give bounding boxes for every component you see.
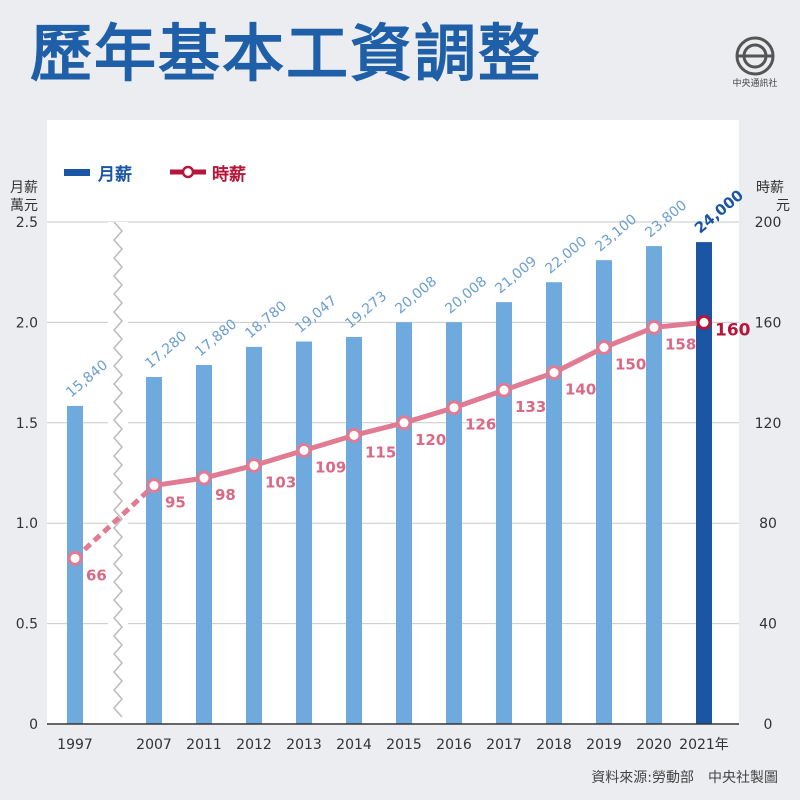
- line-value-label: 66: [86, 566, 107, 584]
- line-value-label: 140: [565, 381, 596, 399]
- line-point: [646, 319, 662, 335]
- bar-value-label: 20,008: [392, 274, 440, 318]
- x-tick-label: 2015: [386, 737, 422, 753]
- line-point: [446, 400, 462, 416]
- x-tick-label: 2011: [186, 737, 222, 753]
- line-point: [67, 550, 83, 566]
- bar: [246, 346, 262, 724]
- axes: 月薪 萬元 時薪 元 0 0.5 1.0 1.5 2.0 2.5 0 40 80 120 160 20…: [10, 180, 790, 753]
- bar: [546, 282, 562, 724]
- x-tick-label: 2014: [336, 737, 372, 753]
- left-tick-label: 2.5: [16, 215, 38, 231]
- x-tick-label: 2007: [136, 737, 172, 753]
- line-value-label: 95: [165, 494, 186, 512]
- x-tick-label: 2020: [636, 737, 672, 753]
- left-axis-label-line1: 月薪: [10, 180, 38, 196]
- source-note: 資料來源:勞動部 中央社製圖: [591, 770, 778, 786]
- bar: [346, 336, 362, 724]
- bar-value-label: 15,840: [63, 357, 111, 401]
- legend-bar-swatch: [64, 169, 90, 176]
- right-tick-label: 160: [755, 315, 782, 331]
- cna-logo-icon: [735, 36, 775, 76]
- grid: [47, 221, 739, 625]
- x-tick-label: 2021年: [679, 737, 729, 753]
- bar: [196, 364, 212, 724]
- line-segment-dashed: [73, 483, 156, 561]
- bar: [646, 246, 662, 724]
- left-tick-label: 0.5: [16, 617, 38, 633]
- bar-value-label: 23,800: [642, 197, 690, 241]
- axis-break-wave: [112, 221, 124, 718]
- x-tick-label: 2012: [236, 737, 272, 753]
- bar-series: [67, 242, 712, 724]
- line-point: [146, 478, 162, 494]
- x-tick-label: 2017: [486, 737, 522, 753]
- bar-value-label: 21,009: [492, 253, 540, 297]
- bar: [296, 341, 312, 724]
- bar: [496, 302, 512, 724]
- right-tick-label: 120: [755, 416, 782, 432]
- bar-value-label: 19,273: [342, 288, 390, 332]
- line-point: [346, 427, 362, 443]
- bar: [446, 322, 462, 724]
- line-path: [153, 319, 705, 489]
- right-tick-label: 80: [759, 516, 777, 532]
- line-point: [246, 457, 262, 473]
- bar-value-label: 17,280: [142, 328, 190, 372]
- line-value-label: 103: [265, 473, 296, 491]
- x-tick-label: 2019: [586, 737, 622, 753]
- line-point: [546, 365, 562, 381]
- logo-name: 中央通訊社: [732, 79, 778, 89]
- x-tick-label: 1997: [57, 737, 93, 753]
- bar: [596, 260, 612, 724]
- legend: 月薪 時薪: [64, 164, 246, 185]
- bar-value-label: 22,000: [542, 234, 590, 278]
- line-point: [296, 442, 312, 458]
- line-value-label: 109: [315, 458, 346, 476]
- left-tick-label: 1.5: [16, 416, 38, 432]
- line-value-label: 160: [715, 320, 751, 340]
- line-value-label: 115: [365, 443, 396, 461]
- x-tick-label: 2018: [536, 737, 572, 753]
- axis-break: [108, 221, 128, 725]
- bar-value-label: 24,000: [691, 186, 747, 237]
- line-value-label: 133: [515, 398, 546, 416]
- legend-line-marker: [181, 165, 195, 179]
- right-tick-label: 200: [755, 215, 782, 231]
- bar-value-label: 18,780: [242, 298, 290, 342]
- line-value-label: 126: [465, 416, 496, 434]
- line-point: [696, 314, 712, 330]
- bar: [396, 322, 412, 724]
- right-axis-label-line2: 元: [776, 198, 790, 214]
- bar-value-label: 19,047: [292, 293, 340, 337]
- bar: [696, 242, 712, 724]
- line-point: [196, 470, 212, 486]
- left-tick-label: 2.0: [16, 315, 38, 331]
- right-tick-label: 40: [759, 617, 777, 633]
- bar: [146, 377, 162, 724]
- x-tick-label: 2016: [436, 737, 472, 753]
- line-value-label: 98: [215, 486, 236, 504]
- bar-value-label: 23,100: [592, 211, 640, 255]
- left-tick-label: 1.0: [16, 516, 38, 532]
- axis-break-band: [108, 222, 128, 725]
- line-point: [396, 415, 412, 431]
- right-axis-label-line1: 時薪: [756, 180, 784, 196]
- line-series: [67, 314, 712, 566]
- line-value-label: 158: [665, 335, 696, 353]
- legend-bar-label: 月薪: [97, 165, 132, 185]
- line-value-label: 120: [415, 431, 446, 449]
- line-value-label: 150: [615, 356, 646, 374]
- line-point: [496, 382, 512, 398]
- left-axis-label-line2: 萬元: [10, 198, 38, 214]
- left-tick-label: 0: [29, 717, 38, 733]
- chart-title: 歷年基本工資調整: [30, 17, 543, 90]
- legend-line-label: 時薪: [212, 164, 246, 185]
- bar-value-label: 20,008: [442, 274, 490, 318]
- x-tick-label: 2013: [286, 737, 322, 753]
- line-point: [596, 340, 612, 355]
- right-tick-label: 0: [764, 717, 773, 733]
